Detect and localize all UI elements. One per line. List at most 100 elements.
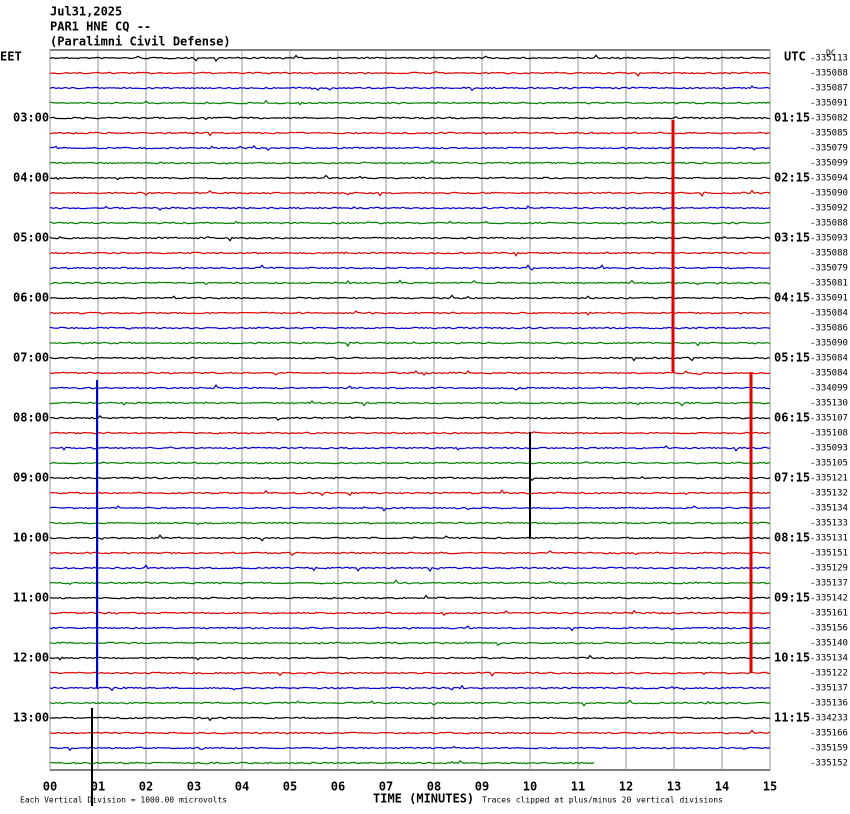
trace-offset: -335085	[810, 129, 848, 139]
trace	[49, 641, 771, 647]
trace-offset: -335084	[810, 309, 848, 319]
right-time: 06:15	[774, 411, 810, 425]
left-time: 11:00	[13, 591, 49, 605]
trace	[49, 235, 771, 242]
trace-offset: -335151	[810, 549, 848, 559]
left-zone: EET	[0, 50, 22, 64]
right-time: 02:15	[774, 171, 810, 185]
x-tick-label: 04	[235, 780, 249, 794]
traces	[49, 54, 771, 765]
left-time: 13:00	[13, 711, 49, 725]
trace	[49, 341, 771, 348]
plot-frame	[49, 49, 771, 771]
trace	[49, 505, 771, 512]
trace	[49, 326, 771, 330]
trace	[49, 310, 771, 316]
trace	[49, 654, 771, 661]
trace-offset: -335087	[810, 84, 848, 94]
trace-offset: -335090	[810, 189, 848, 199]
left-time: 08:00	[13, 411, 49, 425]
site: (Paralimni Civil Defense)	[50, 35, 231, 49]
left-time: 09:00	[13, 471, 49, 485]
trace-offset: -335099	[810, 159, 848, 169]
trace	[49, 174, 771, 181]
trace	[49, 251, 771, 257]
x-tick-label: 06	[331, 780, 345, 794]
trace	[49, 579, 771, 586]
trace-offset: -335152	[810, 759, 848, 769]
trace-offset: -335134	[810, 654, 848, 664]
trace-offset: -334233	[810, 714, 848, 724]
trace-offset: -335132	[810, 489, 848, 499]
trace	[49, 205, 771, 211]
trace	[49, 54, 771, 63]
trace	[49, 729, 771, 735]
trace-offset: -335105	[810, 459, 848, 469]
right-time: 07:15	[774, 471, 810, 485]
trace	[50, 415, 771, 422]
trace	[50, 131, 771, 137]
right-time: 01:15	[774, 111, 810, 125]
x-tick-label: 07	[379, 780, 393, 794]
right-time: 10:15	[774, 651, 810, 665]
trace	[49, 594, 771, 600]
x-tick-label: 14	[715, 780, 729, 794]
trace-offset: -335137	[810, 684, 848, 694]
trace-offset: -335086	[810, 324, 848, 334]
trace	[49, 294, 771, 300]
left-time: 12:00	[13, 651, 49, 665]
x-tick-label: 11	[571, 780, 585, 794]
trace-offset: -335088	[810, 69, 848, 79]
trace-offset: -335084	[810, 354, 848, 364]
x-tick-label: 13	[667, 780, 681, 794]
trace-offset: -335166	[810, 729, 848, 739]
trace	[49, 759, 595, 765]
left-time: 03:00	[13, 111, 49, 125]
trace-offset: -335131	[810, 534, 848, 544]
x-tick-label: 05	[283, 780, 297, 794]
trace-offset: -335081	[810, 279, 848, 289]
trace	[49, 699, 771, 707]
x-tick-label: 08	[427, 780, 441, 794]
trace-offset: -335079	[810, 144, 848, 154]
trace	[49, 70, 771, 78]
trace-offset: -335156	[810, 624, 848, 634]
trace-offset: -335113	[810, 54, 848, 64]
trace-offset: -335140	[810, 639, 848, 649]
right-time: 08:15	[774, 531, 810, 545]
trace	[49, 145, 771, 152]
trace-offset: -335082	[810, 114, 848, 124]
trace	[49, 220, 771, 225]
clip-note: Traces clipped at plus/minus 20 vertical…	[482, 796, 723, 805]
trace-offset: -335107	[810, 414, 848, 424]
trace	[49, 488, 771, 497]
trace-offset: -335130	[810, 399, 848, 409]
trace-offset: -335133	[810, 519, 848, 529]
trace-offset: -335137	[810, 579, 848, 589]
trace-offset: -335136	[810, 699, 848, 709]
trace	[49, 160, 771, 165]
trace-offset: -335079	[810, 264, 848, 274]
trace-offset: -335159	[810, 744, 848, 754]
trace-offset: -335093	[810, 444, 848, 454]
right-time: 03:15	[774, 231, 810, 245]
trace-offset: -335121	[810, 474, 848, 484]
trace-offset: -335088	[810, 249, 848, 259]
trace	[49, 550, 771, 557]
right-time: 11:15	[774, 711, 810, 725]
left-time: 04:00	[13, 171, 49, 185]
trace-offset: -335134	[810, 504, 848, 514]
left-time: 10:00	[13, 531, 49, 545]
station: PAR1 HNE CQ --	[50, 20, 151, 34]
trace	[49, 461, 771, 465]
trace	[49, 264, 771, 271]
trace	[49, 745, 771, 752]
trace-offset: -335094	[810, 174, 848, 184]
trace-offset: -335108	[810, 429, 848, 439]
trace	[50, 671, 771, 677]
left-time: 06:00	[13, 291, 49, 305]
trace	[49, 476, 771, 482]
left-time: 05:00	[13, 231, 49, 245]
x-tick-label: 12	[619, 780, 633, 794]
